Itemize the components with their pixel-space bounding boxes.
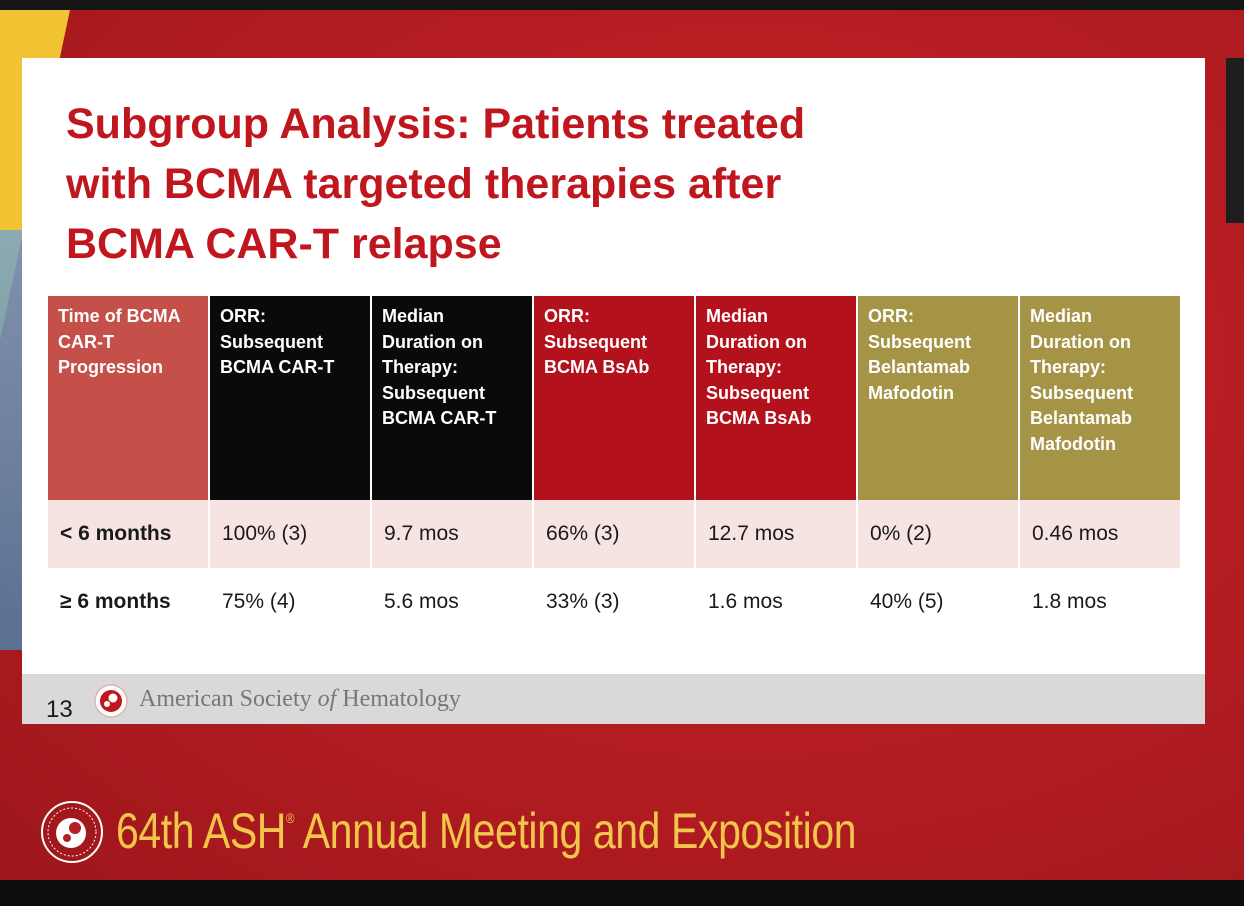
society-name: American Society of Hematology (139, 686, 461, 713)
row-label: < 6 months (48, 500, 210, 568)
table-cell: 0.46 mos (1019, 500, 1180, 568)
speaker-video-edge (1226, 58, 1244, 223)
header-duration-bsab: Median Duration on Therapy: Subsequent B… (695, 296, 858, 500)
slide-title-line: BCMA CAR-T relapse (66, 220, 502, 268)
society-name-pre: American Society (139, 686, 318, 712)
table-cell: 9.7 mos (371, 500, 534, 568)
slide-title-line: Subgroup Analysis: Patients treated (66, 100, 806, 148)
backdrop-blue-stripe (0, 230, 22, 650)
table-cell: 12.7 mos (695, 500, 858, 568)
header-time-of-progression: Time of BCMA CAR-T Progression (48, 296, 210, 500)
header-duration-car-t: Median Duration on Therapy: Subsequent B… (371, 296, 534, 500)
ash-seal-icon (41, 801, 103, 863)
meeting-banner-pre: 64th ASH (116, 803, 286, 859)
table-cell: 1.6 mos (695, 568, 858, 636)
slide-footer (22, 674, 1205, 724)
ash-logo-icon (94, 684, 128, 718)
table-cell: 100% (3) (209, 500, 372, 568)
table-cell: 66% (3) (533, 500, 696, 568)
table-header-row: Time of BCMA CAR-T Progression ORR: Subs… (48, 296, 1180, 500)
table-cell: 40% (5) (857, 568, 1020, 636)
table-cell: 1.8 mos (1019, 568, 1180, 636)
subgroup-table: Time of BCMA CAR-T Progression ORR: Subs… (48, 296, 1180, 636)
registered-mark: ® (285, 810, 295, 826)
slide-title-line: with BCMA targeted therapies after (66, 160, 782, 208)
header-orr-car-t: ORR: Subsequent BCMA CAR-T (209, 296, 372, 500)
table-row: ≥ 6 months 75% (4) 5.6 mos 33% (3) 1.6 m… (48, 568, 1180, 636)
table-cell: 75% (4) (209, 568, 372, 636)
page-number: 13 (46, 696, 73, 723)
video-top-bar (0, 0, 1244, 10)
table-cell: 33% (3) (533, 568, 696, 636)
slide-title: Subgroup Analysis: Patients treated with… (66, 94, 966, 274)
table-cell: 0% (2) (857, 500, 1020, 568)
table-cell: 5.6 mos (371, 568, 534, 636)
header-orr-belantamab: ORR: Subsequent Belantamab Mafodotin (857, 296, 1020, 500)
society-name-post: Hematology (336, 686, 461, 712)
row-label: ≥ 6 months (48, 568, 210, 636)
header-orr-bsab: ORR: Subsequent BCMA BsAb (533, 296, 696, 500)
header-duration-belantamab: Median Duration on Therapy: Subsequent B… (1019, 296, 1180, 500)
meeting-banner-post: Annual Meeting and Exposition (294, 803, 857, 859)
table-row: < 6 months 100% (3) 9.7 mos 66% (3) 12.7… (48, 500, 1180, 568)
video-bottom-bar (0, 880, 1244, 906)
meeting-banner: 64th ASH® Annual Meeting and Exposition (116, 802, 857, 860)
society-name-of: of (317, 686, 337, 712)
